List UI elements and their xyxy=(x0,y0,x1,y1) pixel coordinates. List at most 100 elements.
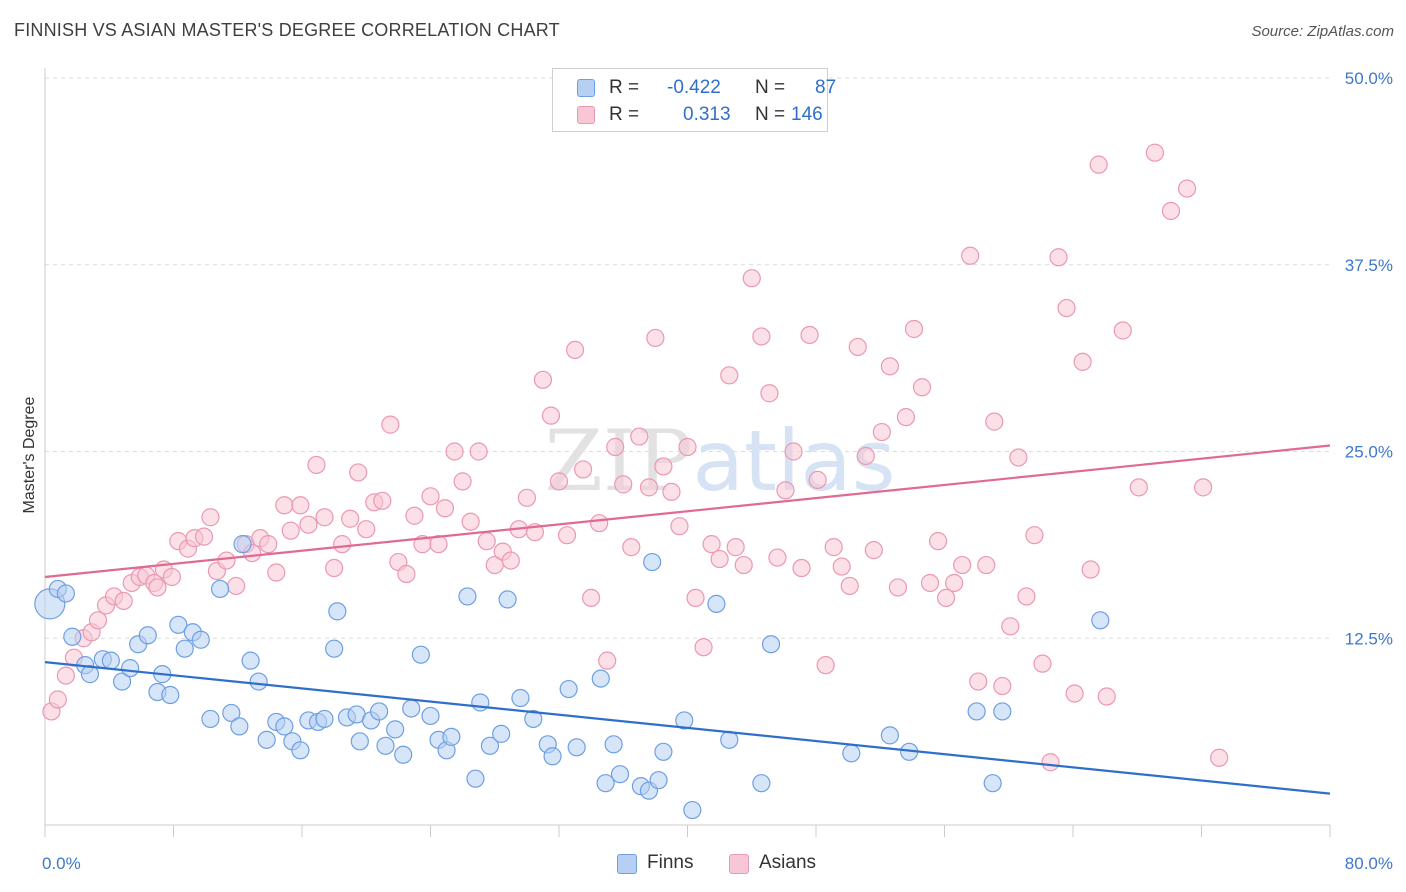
point-asians xyxy=(654,457,673,476)
point-asians xyxy=(573,460,593,479)
finns-swatch xyxy=(577,79,595,97)
point-asians xyxy=(1097,687,1116,706)
asians-n-label: N = xyxy=(755,104,786,125)
point-asians xyxy=(662,482,681,501)
point-asians xyxy=(469,442,488,461)
point-finns xyxy=(761,635,781,654)
legend-asians-label: Asians xyxy=(759,852,817,873)
x-tick-label-min: 0.0% xyxy=(42,854,81,873)
point-finns xyxy=(1091,611,1110,630)
point-asians xyxy=(1129,478,1148,497)
point-finns xyxy=(386,720,405,739)
point-finns xyxy=(233,535,252,554)
point-finns xyxy=(471,693,490,712)
point-asians xyxy=(1210,748,1229,767)
point-finns xyxy=(325,639,344,658)
point-finns xyxy=(80,665,100,684)
point-asians xyxy=(349,463,368,482)
point-finns xyxy=(402,699,421,718)
point-asians xyxy=(993,676,1012,696)
point-asians xyxy=(517,488,536,507)
point-asians xyxy=(565,340,585,360)
point-asians xyxy=(217,551,236,570)
finns-n-label: N = xyxy=(755,77,786,98)
point-finns xyxy=(466,769,485,788)
point-asians xyxy=(832,557,851,576)
finns-r-label: R = xyxy=(609,77,640,98)
point-asians xyxy=(1057,298,1076,318)
point-asians xyxy=(808,470,827,489)
point-finns xyxy=(567,738,586,757)
point-asians xyxy=(840,576,859,596)
point-asians xyxy=(373,491,392,510)
point-finns xyxy=(643,552,662,572)
point-finns xyxy=(596,774,615,793)
point-asians xyxy=(816,656,835,675)
point-asians xyxy=(760,384,779,403)
point-finns xyxy=(201,709,220,729)
point-finns xyxy=(543,747,562,766)
point-finns xyxy=(328,602,347,621)
point-asians xyxy=(726,538,745,557)
point-asians xyxy=(194,527,214,546)
point-asians xyxy=(824,538,843,557)
point-asians xyxy=(56,666,75,685)
point-finns xyxy=(222,703,241,723)
point-asians xyxy=(421,487,440,506)
point-asians xyxy=(162,567,181,587)
point-finns xyxy=(191,630,210,649)
point-asians xyxy=(792,558,811,578)
point-asians xyxy=(1161,201,1181,221)
point-asians xyxy=(702,535,721,554)
point-asians xyxy=(148,578,167,597)
point-finns xyxy=(249,672,268,691)
point-finns xyxy=(394,745,413,764)
point-finns xyxy=(967,702,986,721)
point-asians xyxy=(912,378,932,397)
point-asians xyxy=(742,269,761,288)
y-tick-label: 25.0% xyxy=(1345,443,1393,462)
point-finns xyxy=(175,639,194,658)
point-finns xyxy=(241,651,260,670)
point-asians xyxy=(920,573,940,593)
point-asians xyxy=(880,357,899,376)
point-finns xyxy=(675,711,694,730)
point-asians xyxy=(445,442,464,461)
point-asians xyxy=(614,475,633,494)
chart-title: FINNISH VS ASIAN MASTER'S DEGREE CORRELA… xyxy=(14,20,560,40)
point-finns xyxy=(169,615,188,634)
point-asians xyxy=(598,651,617,670)
stats-legend: R = -0.422 N = 87 R = 0.313 N = 146 xyxy=(552,68,836,132)
point-asians xyxy=(646,328,665,348)
point-asians xyxy=(259,535,278,554)
point-asians xyxy=(977,555,996,575)
point-finns xyxy=(591,669,610,688)
point-asians xyxy=(904,319,924,339)
point-asians xyxy=(1073,352,1092,371)
point-asians xyxy=(299,515,318,534)
point-finns xyxy=(376,736,395,755)
point-asians xyxy=(267,563,286,582)
point-finns xyxy=(350,732,369,751)
point-asians xyxy=(969,672,988,691)
point-asians xyxy=(686,588,705,608)
point-asians xyxy=(670,517,689,536)
point-asians xyxy=(784,442,803,461)
point-asians xyxy=(501,551,520,570)
point-asians xyxy=(315,508,334,527)
point-finns xyxy=(138,626,157,645)
point-asians xyxy=(776,481,795,500)
point-asians xyxy=(678,437,697,457)
finns-n-value: 87 xyxy=(815,77,837,98)
point-asians xyxy=(622,538,641,557)
point-finns xyxy=(291,741,310,760)
trendline-finns xyxy=(44,661,1331,795)
point-asians xyxy=(1049,248,1068,267)
point-asians xyxy=(1001,617,1020,636)
point-finns xyxy=(654,742,673,761)
point-asians xyxy=(848,337,867,357)
point-asians xyxy=(381,415,400,434)
point-asians xyxy=(114,591,133,611)
finns-r-value: -0.422 xyxy=(667,77,721,98)
